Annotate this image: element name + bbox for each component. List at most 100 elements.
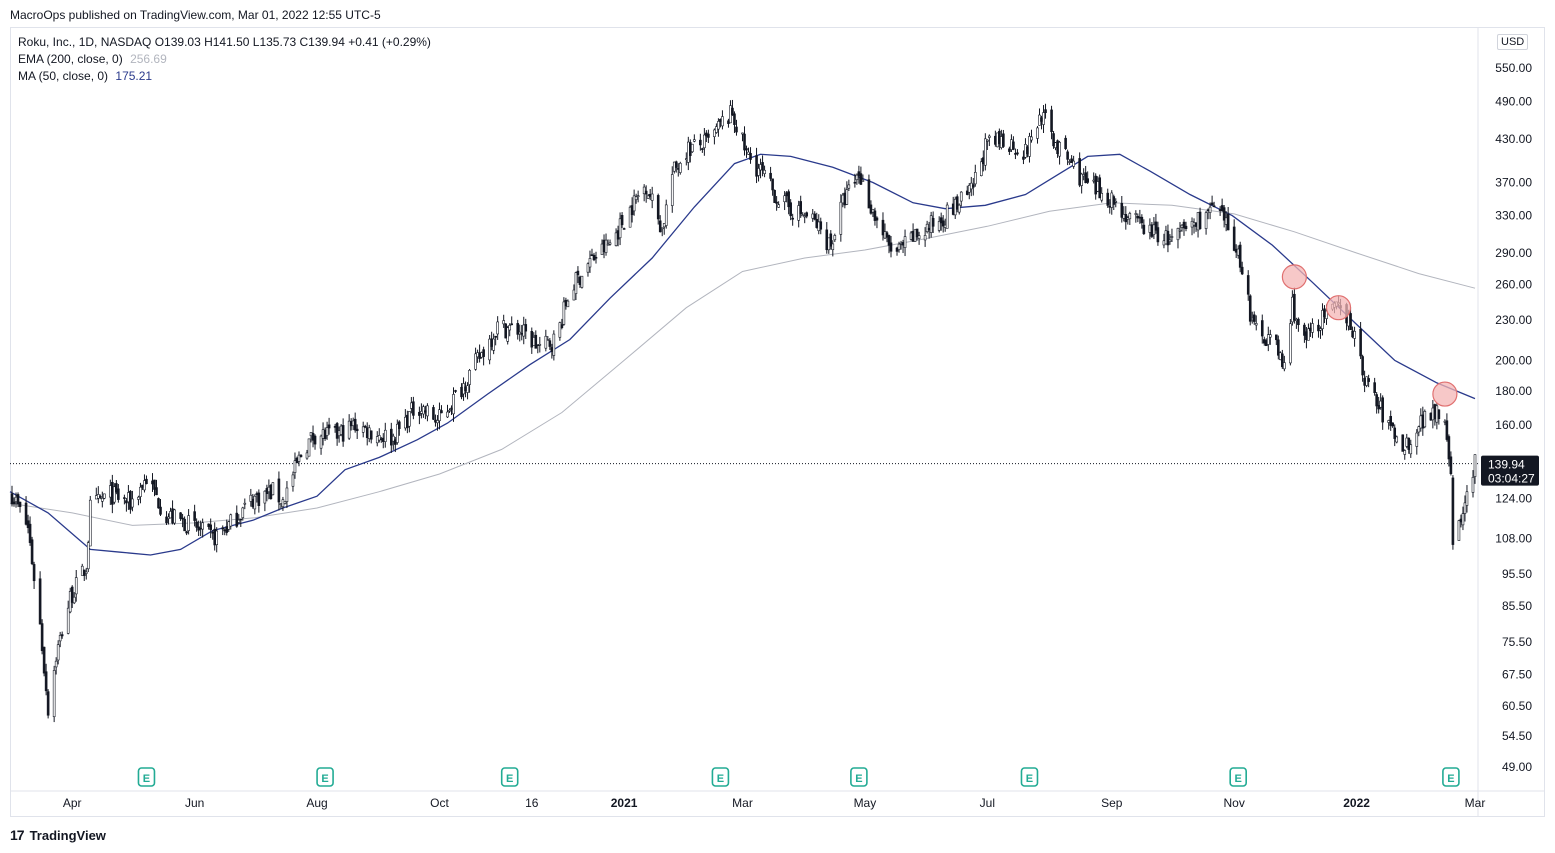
earnings-marker[interactable]: E (137, 767, 156, 787)
earnings-marker[interactable]: E (850, 767, 868, 787)
candle-body (117, 488, 120, 500)
y-tick-label: 60.50 (1502, 699, 1532, 713)
candle-body (452, 394, 455, 415)
candle (656, 193, 660, 225)
candle-body (468, 370, 471, 385)
candle (592, 252, 596, 262)
candle (980, 158, 983, 177)
x-tick-label: Jul (980, 796, 995, 810)
candle-body (1106, 192, 1110, 206)
candle (719, 118, 722, 128)
candle-body (80, 565, 84, 576)
candle (60, 631, 64, 639)
candle-body (1405, 437, 1409, 447)
earnings-marker[interactable]: E (1229, 767, 1247, 787)
candle (925, 220, 929, 234)
earnings-marker[interactable]: E (316, 767, 334, 787)
candle-body (1220, 205, 1224, 212)
candle (1417, 425, 1421, 437)
candle-body (277, 478, 281, 503)
earnings-marker[interactable]: E (1020, 767, 1039, 787)
candle (763, 165, 766, 178)
earnings-marker[interactable]: E (500, 767, 519, 787)
legend-ma: MA (50, close, 0) 175.21 (18, 68, 431, 85)
candle-body (664, 204, 668, 226)
candle (478, 344, 481, 363)
candle (1234, 244, 1238, 259)
candle-body (394, 439, 397, 445)
earnings-marker[interactable]: E (1442, 767, 1460, 787)
candle-body (14, 496, 18, 502)
candle (72, 592, 76, 605)
candle-body (1012, 141, 1015, 150)
candle-body (1291, 296, 1294, 323)
candle (1250, 311, 1254, 324)
candle-body (901, 242, 905, 246)
candle-body (705, 132, 708, 137)
candle-body (693, 139, 696, 142)
candle (913, 229, 917, 242)
candle (82, 569, 86, 582)
candle (1361, 354, 1364, 382)
candle (532, 332, 536, 346)
x-tick-label: Aug (306, 796, 327, 810)
candle-body (594, 256, 598, 259)
candle-body (937, 221, 941, 231)
candle-body (139, 486, 142, 497)
candle-body (600, 243, 604, 255)
candle (1014, 148, 1017, 160)
candle (293, 452, 297, 479)
candle-body (827, 237, 831, 251)
candle (131, 490, 134, 512)
candle-body (687, 141, 690, 163)
candle (1321, 303, 1324, 336)
candle-body (389, 428, 393, 446)
candle (632, 189, 636, 216)
candle (1210, 195, 1214, 206)
y-tick-label: 330.00 (1495, 209, 1532, 223)
candle (125, 497, 128, 512)
footer-brand[interactable]: 17 TradingView (10, 827, 106, 843)
candle-body (353, 418, 357, 431)
currency-badge[interactable]: USD (1497, 34, 1529, 50)
candle (1437, 409, 1441, 425)
candle (153, 479, 156, 497)
candle-body (980, 161, 983, 176)
earnings-marker[interactable]: E (711, 767, 730, 787)
candle-body (319, 435, 323, 449)
candle (861, 174, 865, 182)
candle (267, 479, 271, 500)
candle (1008, 146, 1011, 155)
candle-body (1078, 158, 1081, 186)
candle (1311, 318, 1314, 339)
candle-body (363, 425, 367, 428)
candle (1423, 409, 1427, 429)
candle (853, 173, 857, 188)
candle-body (805, 212, 809, 217)
candle (687, 136, 690, 171)
candle (805, 211, 809, 219)
candle (257, 489, 261, 513)
candle-body (1254, 323, 1258, 326)
candle (12, 497, 16, 507)
candle (1098, 174, 1102, 199)
candle-body (123, 497, 126, 499)
candle-body (482, 349, 485, 357)
y-tick-label: 550.00 (1495, 61, 1532, 75)
candle-body (777, 204, 780, 208)
candle-body (1277, 339, 1280, 356)
candle-body (307, 438, 311, 457)
candle-body (1375, 394, 1378, 407)
candle-body (971, 184, 975, 188)
candle (791, 213, 794, 226)
candle-body (630, 205, 634, 216)
candle-body (719, 118, 722, 122)
candle-body (1433, 404, 1437, 420)
candle-body (1361, 356, 1364, 376)
candle-body (628, 206, 632, 228)
candle (1307, 323, 1310, 341)
candle (1283, 355, 1286, 372)
candle-body (951, 203, 955, 215)
candle-body (757, 168, 760, 176)
